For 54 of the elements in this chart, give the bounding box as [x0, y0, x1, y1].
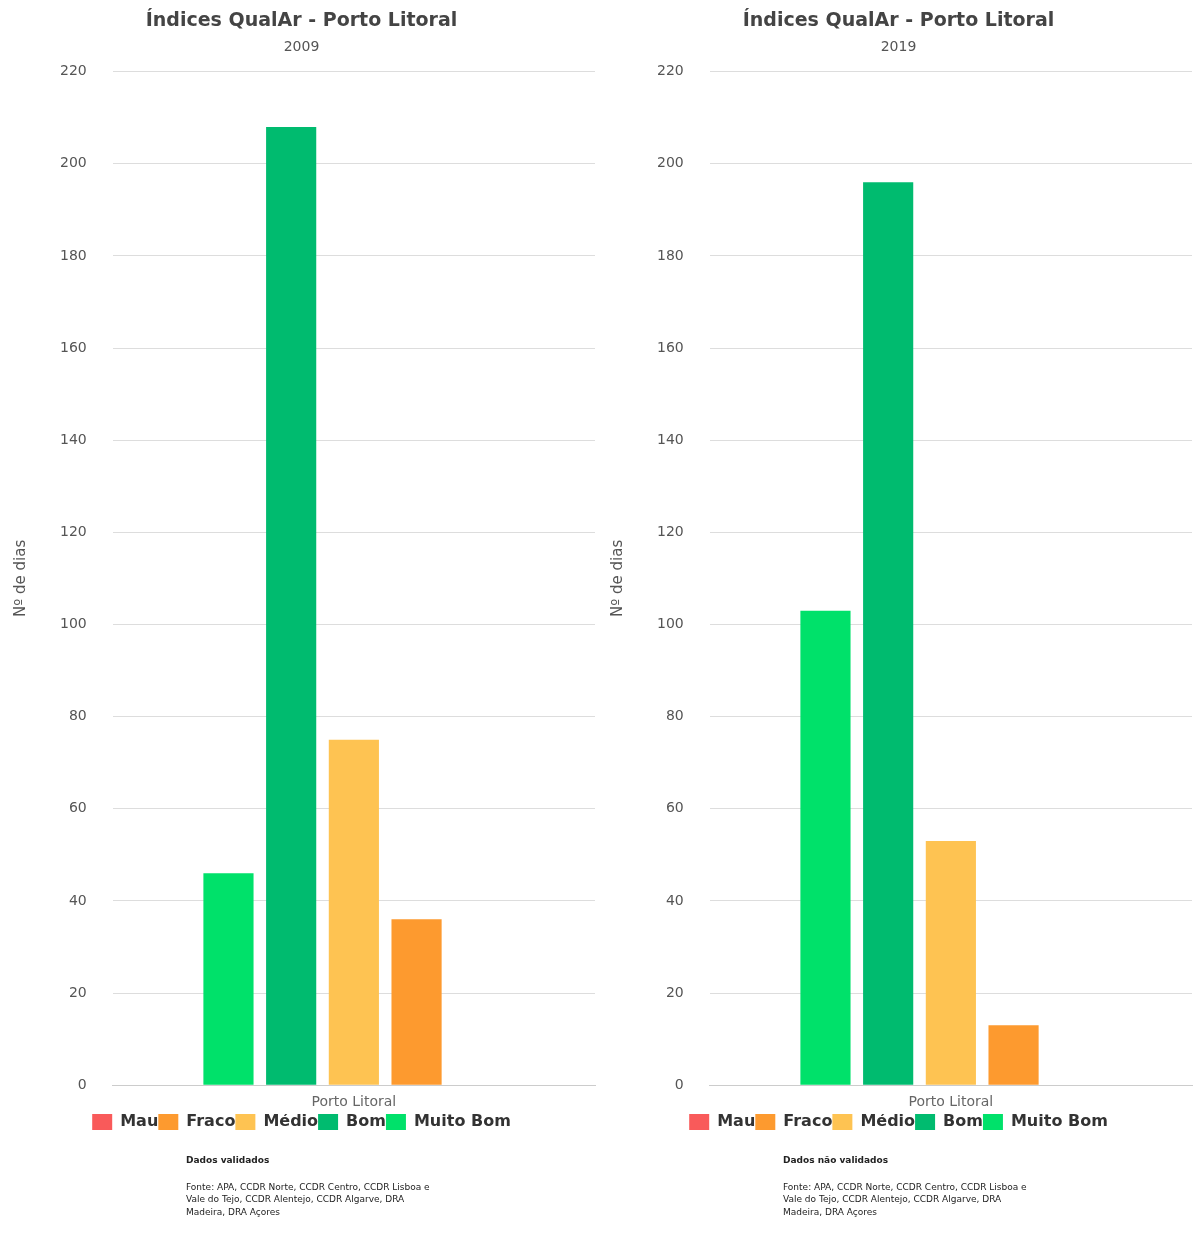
y-axis-title: Nº de dias [10, 539, 29, 618]
y-tick-label: 0 [674, 1075, 684, 1092]
bar [988, 1025, 1039, 1085]
legend-label: Muito Bom [1010, 1111, 1108, 1131]
y-tick-label: 120 [59, 522, 87, 539]
source-note: Fonte: APA, CCDR Norte, CCDR Centro, CCDR Lisboa e Vale do Tejo, CCDR Alentejo, CCDR Algarve, DRA Madeira, DRA Açores [186, 1180, 431, 1219]
legend-label: Fraco [783, 1111, 833, 1131]
bar [203, 873, 254, 1085]
y-tick-label: 140 [656, 430, 684, 447]
legend-label: Bom [346, 1111, 386, 1131]
y-tick-label: 100 [59, 615, 87, 632]
x-tick-label: Porto Litoral [311, 1093, 397, 1110]
y-tick-label: 60 [665, 799, 684, 816]
chart-subtitle: 2009 [283, 37, 320, 54]
bar [266, 126, 317, 1085]
legend-label: Médio [860, 1111, 916, 1131]
chart-title: Índices QualAr - Porto Litoral [742, 8, 1055, 31]
y-tick-label: 40 [68, 891, 87, 908]
y-axis-title: Nº de dias [607, 539, 626, 618]
y-tick-label: 20 [68, 983, 87, 1000]
legend-label: Médio [263, 1111, 319, 1131]
legend-label: Mau [717, 1111, 756, 1131]
y-tick-label: 160 [656, 338, 684, 355]
source-note: Fonte: APA, CCDR Norte, CCDR Centro, CCDR Lisboa e Vale do Tejo, CCDR Alentejo, CCDR Algarve, DRA Madeira, DRA Açores [783, 1180, 1028, 1219]
y-tick-label: 180 [59, 246, 87, 263]
y-tick-label: 200 [656, 154, 684, 171]
y-tick-label: 180 [656, 246, 684, 263]
legend-label: Bom [943, 1111, 983, 1131]
y-tick-label: 100 [656, 615, 684, 632]
y-tick-label: 160 [59, 338, 87, 355]
y-tick-label: 200 [59, 154, 87, 171]
text: Dados validados [186, 1154, 271, 1167]
text: Dados não validados [783, 1154, 890, 1167]
y-tick-label: 0 [77, 1075, 87, 1092]
bar [391, 919, 442, 1085]
legend-label: Mau [120, 1111, 159, 1131]
chart-subtitle: 2019 [880, 37, 917, 54]
y-tick-label: 40 [665, 891, 684, 908]
legend-label: Fraco [186, 1111, 236, 1131]
bar [863, 182, 914, 1085]
y-tick-label: 60 [68, 799, 87, 816]
y-tick-label: 140 [59, 430, 87, 447]
y-tick-label: 220 [59, 62, 87, 79]
legend-label: Muito Bom [413, 1111, 511, 1131]
y-tick-label: 80 [68, 707, 87, 724]
bar [800, 610, 851, 1085]
bar [925, 841, 976, 1085]
y-tick-label: 20 [665, 983, 684, 1000]
y-tick-label: 80 [665, 707, 684, 724]
y-tick-label: 120 [656, 522, 684, 539]
y-tick-label: 220 [656, 62, 684, 79]
x-tick-label: Porto Litoral [908, 1093, 994, 1110]
bar [328, 739, 379, 1085]
chart-title: Índices QualAr - Porto Litoral [145, 8, 458, 31]
